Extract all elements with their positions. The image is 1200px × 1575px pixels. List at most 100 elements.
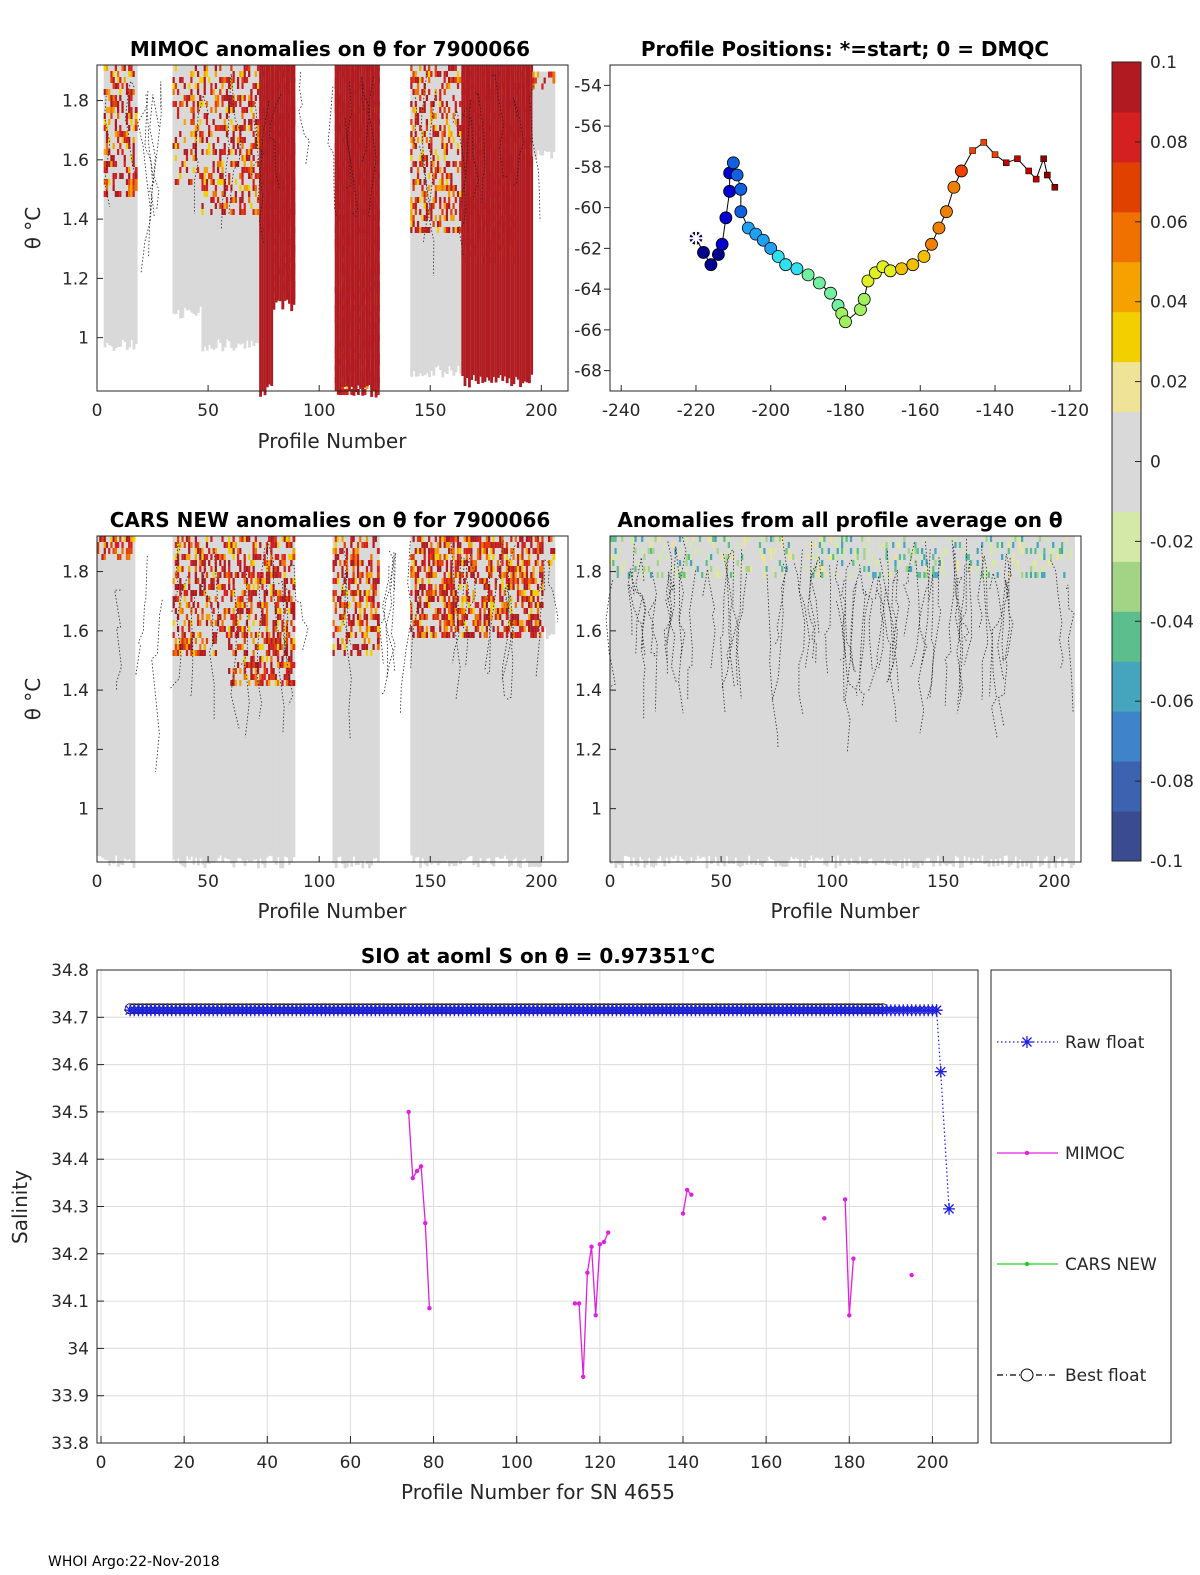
cell-anomaly (194, 608, 198, 614)
cell-anomaly (272, 536, 276, 542)
cell-anomaly (419, 125, 422, 131)
cell-anomaly (465, 614, 469, 620)
cell-anomaly (416, 197, 420, 203)
cell-anomaly (499, 542, 502, 548)
cell-gray (99, 536, 103, 857)
cell-anomaly (867, 560, 871, 566)
cell-anomaly (205, 554, 209, 560)
cell-gray (523, 536, 527, 859)
cell-anomaly (530, 596, 534, 602)
cell-anomaly (814, 566, 818, 572)
cell-anomaly (634, 536, 638, 542)
cell-solid (259, 65, 263, 397)
cell-gray (341, 536, 345, 865)
cell-anomaly (114, 548, 118, 554)
cell-anomaly (1032, 560, 1035, 566)
cell-anomaly (441, 560, 445, 566)
cell-anomaly (419, 602, 422, 608)
cell-gray (443, 536, 447, 863)
cell-anomaly (376, 638, 380, 644)
cell-anomaly (276, 656, 280, 662)
cell-anomaly (434, 632, 438, 638)
cell-gray (339, 536, 342, 857)
cell-anomaly (445, 614, 449, 620)
cell-solid (343, 65, 347, 387)
cell-anomaly (510, 632, 514, 638)
contour-line (461, 107, 480, 200)
cell-anomaly (250, 632, 254, 638)
cell-anomaly (228, 95, 231, 101)
cell-anomaly (534, 626, 538, 632)
cell-anomaly (103, 548, 107, 554)
cell-anomaly (261, 584, 265, 590)
cell-anomaly (259, 644, 263, 650)
cell-anomaly (363, 590, 367, 596)
cell-anomaly (454, 590, 458, 596)
cell-anomaly (196, 71, 200, 77)
cell-anomaly (476, 620, 480, 626)
cell-anomaly (829, 536, 833, 542)
cell-anomaly (219, 179, 223, 185)
cell-solid (519, 65, 522, 388)
cell-anomaly (841, 542, 844, 548)
cell-anomaly (125, 143, 129, 149)
cell-anomaly (212, 578, 216, 584)
cell-gray (743, 536, 747, 862)
cell-anomaly (128, 536, 131, 542)
cell-anomaly (439, 584, 442, 590)
cell-anomaly (503, 590, 507, 596)
cars-yticks: 1.81.61.41.21 (62, 563, 103, 820)
cell-anomaly (534, 590, 538, 596)
cell-anomaly (421, 89, 425, 95)
cell-gray (234, 536, 238, 863)
cell-anomaly (214, 107, 218, 113)
cell-anomaly (279, 560, 283, 566)
cell-anomaly (283, 662, 287, 668)
cell-anomaly (179, 584, 183, 590)
cell-anomaly (239, 596, 243, 602)
cell-anomaly (698, 548, 702, 554)
cell-gray (629, 536, 633, 866)
cell-anomaly (239, 197, 243, 203)
cell-anomaly (454, 101, 458, 107)
cell-anomaly (194, 65, 198, 71)
cell-anomaly (281, 662, 285, 668)
cell-anomaly (1043, 566, 1047, 572)
cars-title: CARS NEW anomalies on θ for 7900066 (110, 508, 551, 532)
cell-anomaly (456, 566, 460, 572)
cell-gray (212, 536, 216, 863)
cell-anomaly (428, 596, 431, 602)
cell-anomaly (216, 101, 220, 107)
cell-anomaly (290, 644, 294, 650)
cell-anomaly (452, 632, 456, 638)
cell-anomaly (103, 191, 107, 197)
cell-anomaly (285, 674, 289, 680)
cell-anomaly (345, 554, 349, 560)
cell-anomaly (665, 554, 669, 560)
cell-anomaly (272, 674, 276, 680)
cell-anomaly (530, 572, 534, 578)
cell-anomaly (472, 590, 476, 596)
mimoc-axes-box (96, 64, 569, 392)
cell-anomaly (370, 572, 374, 578)
cell-anomaly (430, 626, 434, 632)
cell-anomaly (443, 131, 447, 137)
cell-anomaly (365, 536, 369, 542)
cell-anomaly (818, 542, 822, 548)
cell-anomaly (428, 578, 431, 584)
cell-anomaly (505, 626, 509, 632)
cell-anomaly (439, 185, 442, 191)
cell-anomaly (103, 167, 107, 173)
colorbar-tick-label: 0.02 (1150, 373, 1188, 393)
cell-anomaly (425, 572, 429, 578)
cell-anomaly (230, 65, 234, 71)
cell-anomaly (523, 572, 527, 578)
cell-anomaly (214, 620, 218, 626)
cell-gray (892, 536, 895, 865)
cell-anomaly (219, 572, 223, 578)
cell-anomaly (345, 560, 349, 566)
cell-gray (492, 536, 496, 867)
cell-anomaly (210, 620, 214, 626)
cell-anomaly (525, 560, 529, 566)
cell-anomaly (370, 602, 374, 608)
